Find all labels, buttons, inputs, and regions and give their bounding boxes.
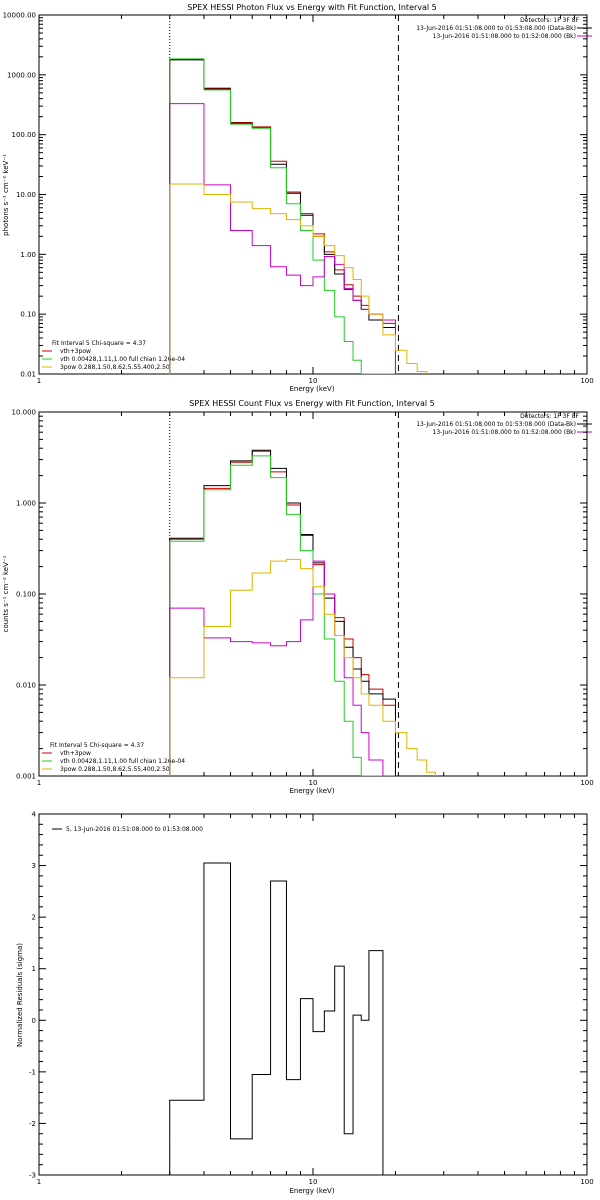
x-tick-label: 10 [309,377,318,385]
x-tick-label: 1 [37,377,41,385]
photon-flux-panel: SPEX HESSI Photon Flux vs Energy with Fi… [2,3,594,393]
y-tick-label: 0.100 [16,591,36,599]
y-tick-label: 0.010 [16,682,36,690]
y-axis-label: photons s⁻¹ cm⁻² keV⁻¹ [2,154,10,236]
legend-3pow: 3pow 0.288,1.50,8.62,5.55,400,2.50 [60,766,170,773]
series-line-orange [169,558,437,776]
y-tick-label: -2 [29,1120,36,1128]
x-tick-label: 100 [580,779,593,787]
legend-residuals: 5, 13-Jun-2016 01:51:08.000 to 01:53:08.… [66,826,203,833]
legend-fit-summary: Fit Interval 5 Chi-square = 4.37 [52,340,146,347]
x-tick-label: 100 [580,377,593,385]
series-line-red [169,450,396,776]
legend-fit-summary: Fit Interval 5 Chi-square = 4.37 [50,742,144,749]
series-group [169,862,396,1175]
y-tick-label: 10.00 [16,191,36,199]
y-tick-label: 0 [32,1017,36,1025]
info-data-interval: 13-Jun-2016 01:51:08.000 to 01:53:08.000… [416,25,576,32]
y-tick-label: 1000.00 [7,71,36,79]
panel-title: SPEX HESSI Photon Flux vs Energy with Fi… [187,3,437,12]
legend-vth-3pow: vth+3pow [60,348,91,355]
x-tick-label: 10 [309,1178,318,1186]
series-line-magenta [169,560,396,776]
y-tick-label: 4 [32,811,37,819]
y-axis-label: counts s⁻¹ cm⁻² keV⁻¹ [2,555,10,632]
y-tick-label: 10.000 [12,409,37,417]
info-background-interval: 13-Jun-2016 01:51:08.000 to 01:52:08.000… [433,429,576,436]
y-tick-label: 1.00 [20,251,36,259]
legend-vth: vth 0.00428,1.11,1.00 full chian 1.26e-0… [60,758,185,765]
info-data-interval: 13-Jun-2016 01:51:08.000 to 01:53:08.000… [416,421,576,428]
series-line-magenta [169,103,396,374]
legend-vth: vth 0.00428,1.11,1.00 full chian 1.26e-0… [60,356,185,363]
x-tick-label: 1 [37,779,41,787]
legend-3pow: 3pow 0.288,1.50,8.62,5.55,400,2.50 [60,364,170,371]
series-group [169,449,437,776]
x-axis-label: Energy (keV) [289,385,334,393]
series-line-red [169,59,396,374]
y-axis-label: Normalized Residuals (sigma) [16,943,24,1047]
series-line-black [169,862,396,1175]
y-tick-label: 0.01 [20,371,36,379]
series-line-orange [169,183,428,374]
y-tick-label: 2 [32,914,36,922]
y-tick-label: 100.00 [12,131,37,139]
y-tick-label: 1.000 [16,500,36,508]
y-tick-label: -3 [29,1172,36,1180]
info-background-interval: 13-Jun-2016 01:51:08.000 to 01:52:08.000… [433,33,576,40]
info-detectors: Detectors: 1F 3F 8F [520,17,579,24]
x-axis-label: Energy (keV) [289,1187,334,1195]
residuals-panel: Energy (keV) Normalized Residuals (sigma… [16,811,594,1196]
y-tick-label: 0.10 [20,311,36,319]
legend-vth-3pow: vth+3pow [60,750,91,757]
x-tick-label: 100 [580,1178,593,1186]
count-flux-panel: SPEX HESSI Count Flux vs Energy with Fit… [2,399,594,795]
x-axis-label: Energy (keV) [289,787,334,795]
series-line-black [169,449,396,776]
y-tick-label: 10000.00 [3,12,36,20]
y-tick-label: 1 [32,965,36,973]
x-tick-label: 10 [309,779,318,787]
y-tick-label: 3 [32,862,36,870]
series-group [169,58,428,374]
panel-title: SPEX HESSI Count Flux vs Energy with Fit… [189,399,434,408]
x-tick-label: 1 [37,1178,41,1186]
info-detectors: Detectors: 1F 3F 8F [520,413,579,420]
series-line-green [169,455,396,776]
y-tick-label: 0.001 [16,773,36,781]
y-tick-label: -1 [29,1068,36,1076]
